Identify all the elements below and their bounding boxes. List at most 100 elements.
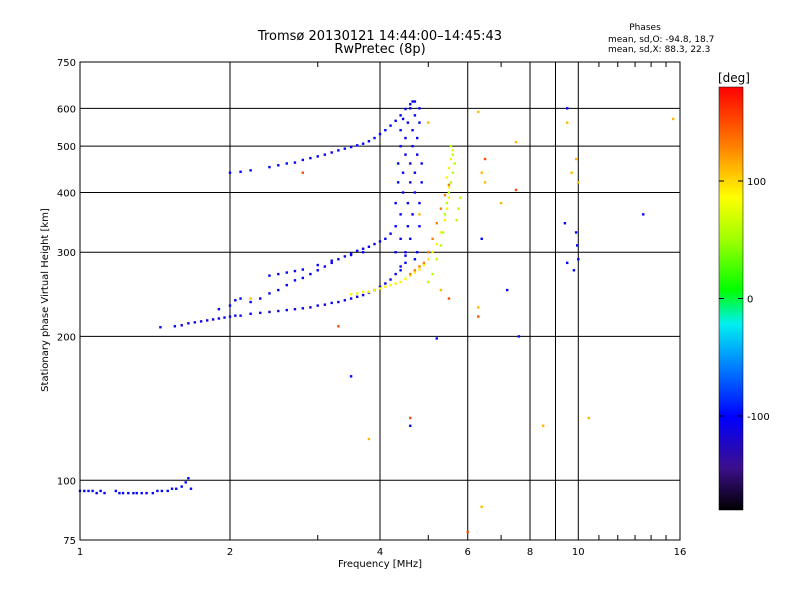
data-point bbox=[361, 247, 365, 250]
data-point bbox=[301, 268, 305, 271]
data-point bbox=[445, 201, 449, 205]
data-point bbox=[355, 292, 359, 295]
y-tick-label: 500 bbox=[57, 142, 76, 153]
colorbar-tick-label: 0 bbox=[747, 295, 753, 306]
data-point bbox=[239, 170, 242, 173]
data-point bbox=[415, 251, 419, 254]
data-point bbox=[349, 375, 353, 378]
data-point bbox=[384, 128, 387, 132]
data-point bbox=[187, 477, 190, 480]
data-point bbox=[514, 140, 518, 144]
data-point bbox=[642, 213, 645, 216]
data-point bbox=[355, 144, 359, 147]
data-point bbox=[277, 164, 280, 167]
data-point bbox=[151, 491, 155, 495]
data-point bbox=[343, 147, 347, 150]
data-point bbox=[671, 117, 675, 121]
data-point bbox=[249, 300, 252, 304]
data-point bbox=[565, 121, 569, 124]
data-point bbox=[401, 171, 405, 174]
data-point bbox=[180, 324, 183, 327]
data-point bbox=[228, 315, 232, 318]
x-tick-label: 8 bbox=[527, 547, 533, 558]
data-point bbox=[427, 121, 430, 124]
data-point bbox=[435, 222, 438, 225]
data-point bbox=[389, 124, 392, 127]
data-point bbox=[409, 416, 412, 420]
data-point bbox=[361, 142, 365, 145]
data-point bbox=[411, 213, 414, 216]
y-tick-label: 200 bbox=[57, 332, 76, 343]
data-point bbox=[477, 315, 480, 318]
data-point bbox=[337, 300, 340, 304]
data-point bbox=[439, 231, 443, 234]
data-point bbox=[394, 201, 397, 205]
data-point bbox=[349, 297, 353, 300]
data-point bbox=[439, 244, 443, 247]
y-axis-label: Stationary phase Virtual Height [km] bbox=[40, 208, 51, 392]
data-point bbox=[384, 285, 387, 288]
data-point bbox=[420, 181, 423, 184]
data-point bbox=[259, 297, 262, 300]
data-point bbox=[418, 121, 421, 124]
data-point bbox=[431, 237, 434, 241]
data-point bbox=[401, 117, 405, 121]
data-point bbox=[399, 144, 402, 148]
data-point bbox=[418, 213, 421, 216]
data-point bbox=[399, 213, 402, 216]
data-point bbox=[404, 261, 407, 265]
data-point bbox=[447, 297, 451, 300]
data-point bbox=[404, 107, 407, 111]
data-point bbox=[413, 271, 417, 274]
data-point bbox=[309, 306, 312, 309]
data-point bbox=[239, 314, 242, 317]
data-point bbox=[399, 114, 402, 117]
data-point bbox=[114, 489, 118, 493]
data-point bbox=[409, 424, 412, 428]
data-point bbox=[285, 271, 288, 274]
data-point bbox=[184, 481, 187, 484]
data-point bbox=[234, 314, 237, 317]
data-point bbox=[217, 317, 221, 320]
data-point bbox=[413, 171, 417, 174]
data-point bbox=[330, 301, 333, 305]
data-point bbox=[316, 304, 319, 307]
data-point bbox=[422, 263, 426, 267]
data-point bbox=[83, 489, 86, 493]
data-point bbox=[323, 303, 327, 306]
data-point bbox=[249, 169, 252, 172]
data-point bbox=[268, 292, 271, 295]
data-point bbox=[415, 153, 419, 156]
data-point bbox=[409, 103, 412, 106]
data-point bbox=[563, 222, 567, 225]
axis-ticks bbox=[317, 62, 667, 540]
y-tick-labels: 75 100 200 300 400 500 600 750 bbox=[57, 58, 76, 547]
x-tick-label: 4 bbox=[377, 547, 383, 558]
data-point bbox=[565, 261, 569, 265]
data-point bbox=[541, 424, 545, 428]
data-point bbox=[349, 145, 353, 149]
data-point bbox=[483, 181, 487, 184]
data-point bbox=[173, 325, 177, 328]
data-point bbox=[99, 489, 102, 493]
data-point bbox=[401, 191, 405, 194]
data-point bbox=[211, 318, 215, 321]
data-point bbox=[413, 191, 417, 194]
data-point bbox=[413, 114, 417, 117]
data-point bbox=[480, 171, 483, 174]
data-point bbox=[576, 244, 579, 247]
data-point bbox=[361, 290, 365, 293]
data-point bbox=[451, 171, 455, 174]
data-point bbox=[293, 279, 297, 282]
data-point bbox=[367, 245, 371, 248]
data-point bbox=[378, 240, 382, 243]
data-point bbox=[415, 136, 419, 140]
data-point bbox=[399, 280, 402, 284]
data-point bbox=[411, 128, 414, 132]
chart-subtitle: RwPretec (8p) bbox=[334, 42, 425, 57]
data-point bbox=[95, 491, 98, 495]
data-point bbox=[420, 162, 423, 165]
data-point bbox=[349, 252, 353, 255]
data-point bbox=[574, 231, 578, 234]
data-point bbox=[418, 225, 421, 228]
